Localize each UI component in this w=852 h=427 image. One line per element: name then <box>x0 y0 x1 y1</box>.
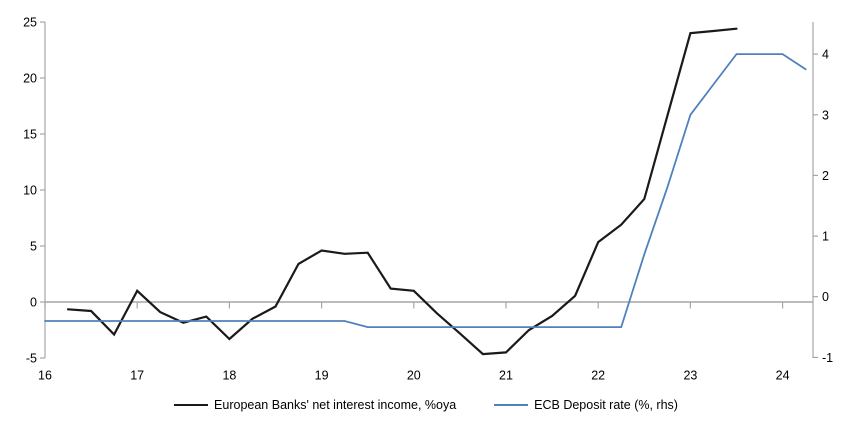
right-axis-tick-label: -1 <box>822 351 833 365</box>
x-axis-tick-label: 21 <box>499 369 513 383</box>
x-axis-tick-label: 18 <box>222 369 236 383</box>
right-axis-tick-label: 3 <box>822 108 829 122</box>
blue-line-swatch <box>494 404 529 406</box>
right-axis-tick-label: 1 <box>822 230 829 244</box>
x-axis-tick-label: 24 <box>776 369 790 383</box>
x-axis-tick-label: 19 <box>315 369 329 383</box>
x-axis-tick-label: 23 <box>683 369 697 383</box>
left-axis-tick-label: 15 <box>23 128 37 142</box>
x-axis-tick-label: 17 <box>130 369 144 383</box>
legend-label-ecb-deposit-rate: ECB Deposit rate (%, rhs) <box>534 398 678 412</box>
x-axis-tick-label: 22 <box>591 369 605 383</box>
chart-legend: European Banks' net interest income, %oy… <box>0 396 852 414</box>
legend-label-net-interest-income: European Banks' net interest income, %oy… <box>214 398 457 412</box>
right-axis-tick-label: 0 <box>822 290 829 304</box>
x-axis-tick-label: 16 <box>38 369 52 383</box>
legend-item-ecb-deposit-rate: ECB Deposit rate (%, rhs) <box>494 398 678 412</box>
left-axis-tick-label: 25 <box>23 16 37 30</box>
right-axis-tick-label: 4 <box>822 48 829 62</box>
series-line-ecb-deposit-rate <box>44 53 807 329</box>
right-axis-tick-label: 2 <box>822 169 829 183</box>
legend-item-net-interest-income: European Banks' net interest income, %oy… <box>174 398 456 412</box>
left-axis-tick-label: 20 <box>23 72 37 86</box>
left-axis-tick-label: -5 <box>26 352 37 366</box>
left-axis-tick-label: 10 <box>23 184 37 198</box>
black-line-swatch <box>174 404 209 406</box>
x-axis-tick-label: 20 <box>407 369 421 383</box>
series-line-net-interest-income <box>66 27 738 356</box>
left-axis-tick-label: 5 <box>30 240 37 254</box>
left-axis-tick-label: 0 <box>30 296 37 310</box>
